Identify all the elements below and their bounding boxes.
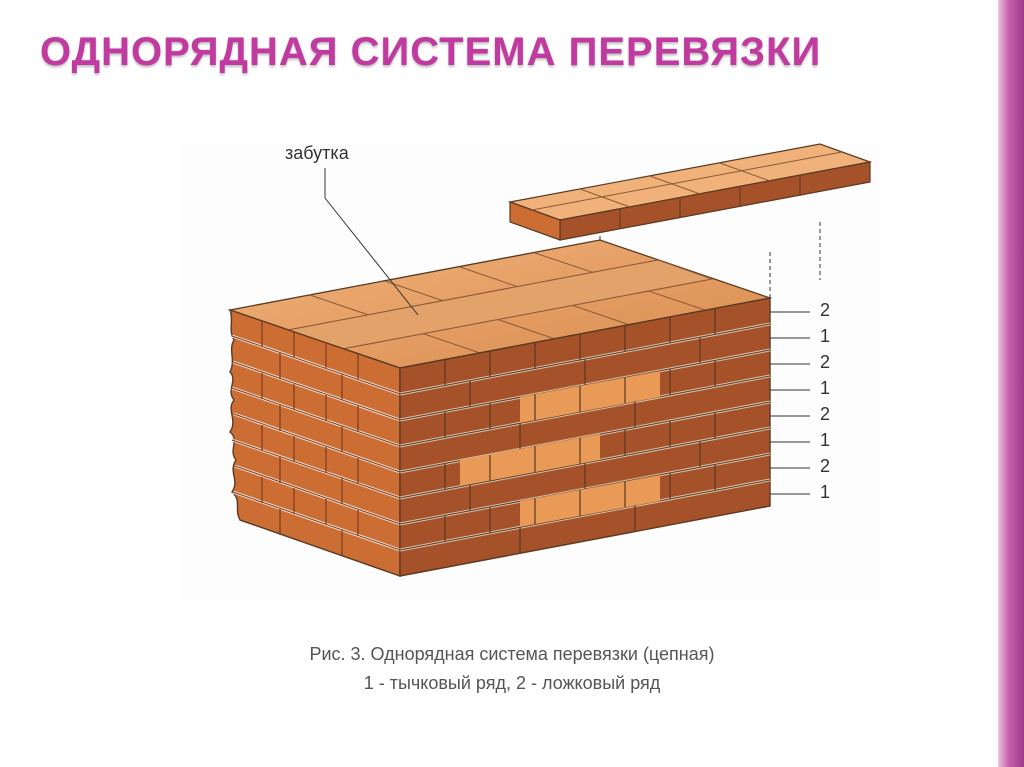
row-label-6: 1 [820,430,830,451]
page-title: ОДНОРЯДНАЯ СИСТЕМА ПЕРЕВЯЗКИ [40,30,821,75]
row-label-4: 1 [820,378,830,399]
row-label-7: 2 [820,456,830,477]
zabutka-label: забутка [285,143,349,164]
row-label-5: 2 [820,404,830,425]
caption-line-1: Рис. 3. Однорядная система перевязки (це… [0,640,1024,669]
row-label-1: 2 [820,300,830,321]
row-label-2: 1 [820,326,830,347]
brick-diagram [180,140,880,600]
row-label-8: 1 [820,482,830,503]
caption-line-2: 1 - тычковый ряд, 2 - ложковый ряд [0,669,1024,698]
row-label-3: 2 [820,352,830,373]
figure-caption: Рис. 3. Однорядная система перевязки (це… [0,640,1024,698]
